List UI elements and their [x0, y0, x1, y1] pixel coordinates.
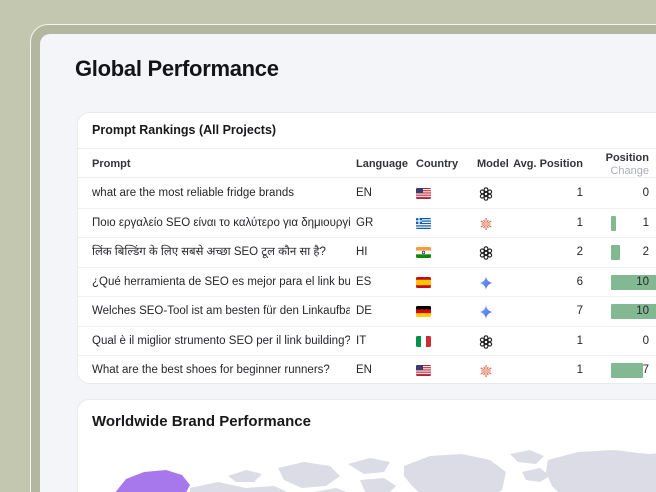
prompt-rankings-title: Prompt Rankings (All Projects): [92, 123, 277, 137]
openai-logo-icon: [479, 187, 493, 201]
table-row: लिंक बिल्डिंग के लिए सबसे अच्छा SEO टूल …: [78, 238, 656, 268]
dashboard-page: Global Performance Prompt Rankings (All …: [40, 34, 656, 492]
flag-us-icon: [416, 188, 431, 199]
avg-position-value: 1: [576, 216, 583, 229]
openai-logo-icon: [479, 334, 493, 349]
gemini-logo-icon: [479, 305, 493, 319]
position-change-value: 10: [636, 305, 649, 317]
flag-it-icon: [416, 335, 431, 347]
country-flag: [416, 335, 431, 348]
claude-logo-icon: [480, 217, 492, 230]
language-code: EN: [356, 364, 372, 376]
flag-us-icon: [416, 365, 431, 376]
world-map-svg: [98, 450, 656, 492]
flag-in-icon: [416, 247, 431, 258]
model-icon-cell: [479, 305, 493, 322]
position-change-value: 0: [642, 187, 649, 199]
column-header-prompt: Prompt: [92, 158, 131, 170]
model-icon-cell: [479, 275, 493, 293]
table-row: Ποιο εργαλείο SEO είναι το καλύτερο για …: [78, 209, 656, 238]
language-code: ES: [356, 275, 372, 288]
column-header-model: Model: [477, 158, 509, 170]
column-header-language: Language: [356, 158, 408, 170]
flag-gr-icon: [416, 217, 431, 229]
prompt-text: What are the best shoes for beginner run…: [92, 364, 330, 376]
prompt-text: Ποιο εργαλείο SEO είναι το καλύτερο για …: [92, 216, 350, 229]
model-icon-cell: [479, 246, 493, 263]
prompt-text: लिंक बिल्डिंग के लिए सबसे अच्छा SEO टूल …: [92, 246, 326, 258]
prompt-text: Welches SEO-Tool ist am besten für den L…: [92, 305, 350, 317]
table-row: Welches SEO-Tool ist am besten für den L…: [78, 297, 656, 327]
table-body: what are the most reliable fridge brands…: [78, 179, 656, 383]
table-row: Qual è il miglior strumento SEO per il l…: [78, 327, 656, 356]
language-code: IT: [356, 334, 367, 347]
country-flag: [416, 306, 431, 318]
flag-es-icon: [416, 276, 431, 288]
model-icon-cell: [479, 364, 493, 381]
map-landmass: [190, 450, 656, 492]
avg-position-value: 1: [576, 187, 583, 199]
table-row: ¿Qué herramienta de SEO es mejor para el…: [78, 268, 656, 297]
avg-position-value: 2: [576, 246, 583, 258]
gemini-logo-icon: [479, 275, 493, 290]
column-header-position-change: Position Change: [605, 152, 649, 177]
brand-performance-card: Worldwide Brand Performance: [77, 399, 656, 492]
column-header-country: Country: [416, 158, 459, 170]
prompt-text: Qual è il miglior strumento SEO per il l…: [92, 334, 350, 347]
model-icon-cell: [479, 217, 493, 234]
position-change-value: 1: [642, 216, 649, 229]
avg-position-value: 1: [576, 334, 583, 347]
position-change-bar: [611, 363, 643, 378]
prompt-text: what are the most reliable fridge brands: [92, 187, 294, 199]
position-change-value: 7: [642, 364, 649, 376]
avg-position-value: 7: [576, 305, 583, 317]
position-change-value: 0: [642, 334, 649, 347]
model-icon-cell: [479, 334, 493, 352]
avg-position-value: 6: [576, 275, 583, 288]
position-change-bar: [611, 274, 656, 290]
model-icon-cell: [479, 187, 493, 204]
avg-position-value: 1: [576, 364, 583, 376]
position-change-bar: [611, 304, 656, 319]
position-change-value: 10: [636, 275, 649, 288]
country-flag: [416, 247, 431, 259]
language-code: DE: [356, 305, 372, 317]
position-change-value: 2: [642, 246, 649, 258]
browser-window-frame: Global Performance Prompt Rankings (All …: [30, 24, 656, 492]
language-code: GR: [356, 216, 374, 229]
table-row: What are the best shoes for beginner run…: [78, 356, 656, 383]
brand-performance-title: Worldwide Brand Performance: [92, 413, 311, 430]
position-change-bar: [611, 215, 616, 231]
openai-logo-icon: [479, 246, 493, 260]
page-title: Global Performance: [75, 56, 279, 81]
map-region-highlighted[interactable]: [98, 470, 190, 492]
language-code: HI: [356, 246, 368, 258]
country-flag: [416, 188, 431, 200]
country-flag: [416, 276, 431, 289]
country-flag: [416, 217, 431, 230]
position-change-bar: [611, 245, 620, 260]
prompt-text: ¿Qué herramienta de SEO es mejor para el…: [92, 275, 350, 288]
prompt-rankings-card: Prompt Rankings (All Projects) Prompt La…: [77, 112, 656, 384]
country-flag: [416, 365, 431, 377]
table-row: what are the most reliable fridge brands…: [78, 179, 656, 209]
claude-logo-icon: [480, 364, 492, 378]
table-header-row: Prompt Language Country Model Avg. Posit…: [78, 148, 656, 178]
column-header-avg-position: Avg. Position: [513, 158, 583, 170]
language-code: EN: [356, 187, 372, 199]
world-map: [78, 446, 656, 492]
flag-de-icon: [416, 306, 431, 317]
